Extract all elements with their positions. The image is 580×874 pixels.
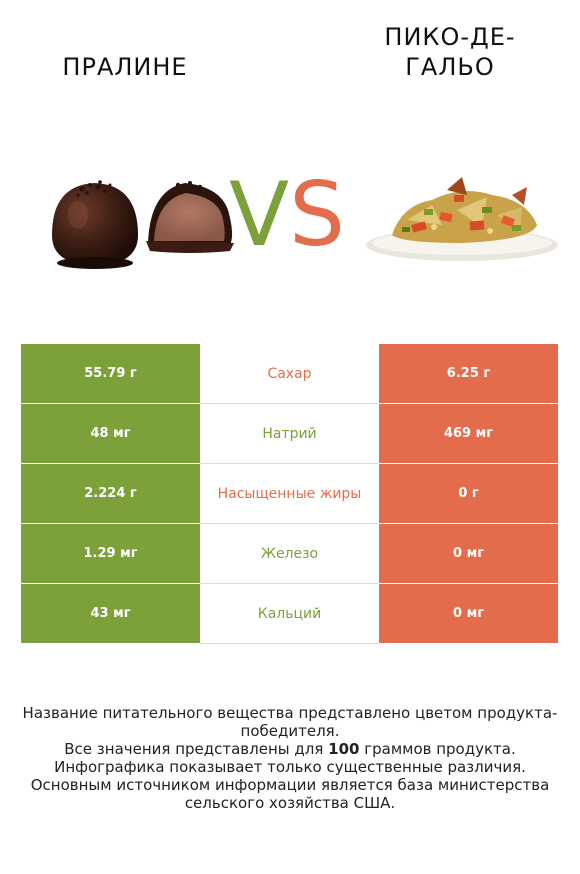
footer-line-2-post: граммов продукта. xyxy=(359,740,516,758)
right-value: 0 г xyxy=(379,463,558,524)
nutrient-name: Кальций xyxy=(200,583,379,644)
footer-line-2-pre: Все значения представлены для xyxy=(64,740,329,758)
left-value: 48 мг xyxy=(21,403,200,464)
nutrient-row: 1.29 мг Железо 0 мг xyxy=(21,523,558,584)
praline-image xyxy=(52,180,234,269)
product-left-title: ПРАЛИНЕ xyxy=(62,53,188,81)
nutrient-name: Натрий xyxy=(200,403,379,464)
right-value: 0 мг xyxy=(379,523,558,584)
footer-line-2: Все значения представлены для 100 граммо… xyxy=(20,740,560,758)
right-value: 0 мг xyxy=(379,583,558,644)
nutrient-name: Железо xyxy=(200,523,379,584)
footer-line-3: Инфографика показывает только существенн… xyxy=(54,758,526,776)
left-value: 1.29 мг xyxy=(21,523,200,584)
nutrient-name: Насыщенные жиры xyxy=(200,463,379,524)
right-value: 6.25 г xyxy=(379,344,558,404)
left-value: 43 мг xyxy=(21,583,200,644)
vs-label: VS xyxy=(222,160,352,270)
vs-v: V xyxy=(228,163,290,266)
pico-de-gallo-image xyxy=(366,177,558,261)
left-value: 2.224 г xyxy=(21,463,200,524)
nutrient-name: Сахар xyxy=(200,344,379,404)
footer-notes: Название питательного вещества представл… xyxy=(20,704,560,812)
nutrient-row: 55.79 г Сахар 6.25 г xyxy=(21,344,558,404)
nutrient-row: 2.224 г Насыщенные жиры 0 г xyxy=(21,463,558,524)
right-value: 469 мг xyxy=(379,403,558,464)
vs-s: S xyxy=(289,163,346,266)
left-value: 55.79 г xyxy=(21,344,200,404)
nutrient-row: 43 мг Кальций 0 мг xyxy=(21,583,558,644)
footer-line-2-bold: 100 xyxy=(328,740,360,758)
product-right-title: ПИКО-ДЕ-ГАЛЬО xyxy=(384,23,516,81)
comparison-rows: 55.79 г Сахар 6.25 г 48 мг Натрий 469 мг 2.224… xyxy=(21,344,558,644)
footer-line-4: Основным источником информации является … xyxy=(30,776,550,812)
nutrient-row: 48 мг Натрий 469 мг xyxy=(21,403,558,464)
comparison-table: 55.79 г Сахар 6.25 г 48 мг Натрий 469 мг 2.224… xyxy=(21,344,558,644)
footer-line-1: Название питательного вещества представл… xyxy=(22,704,558,740)
